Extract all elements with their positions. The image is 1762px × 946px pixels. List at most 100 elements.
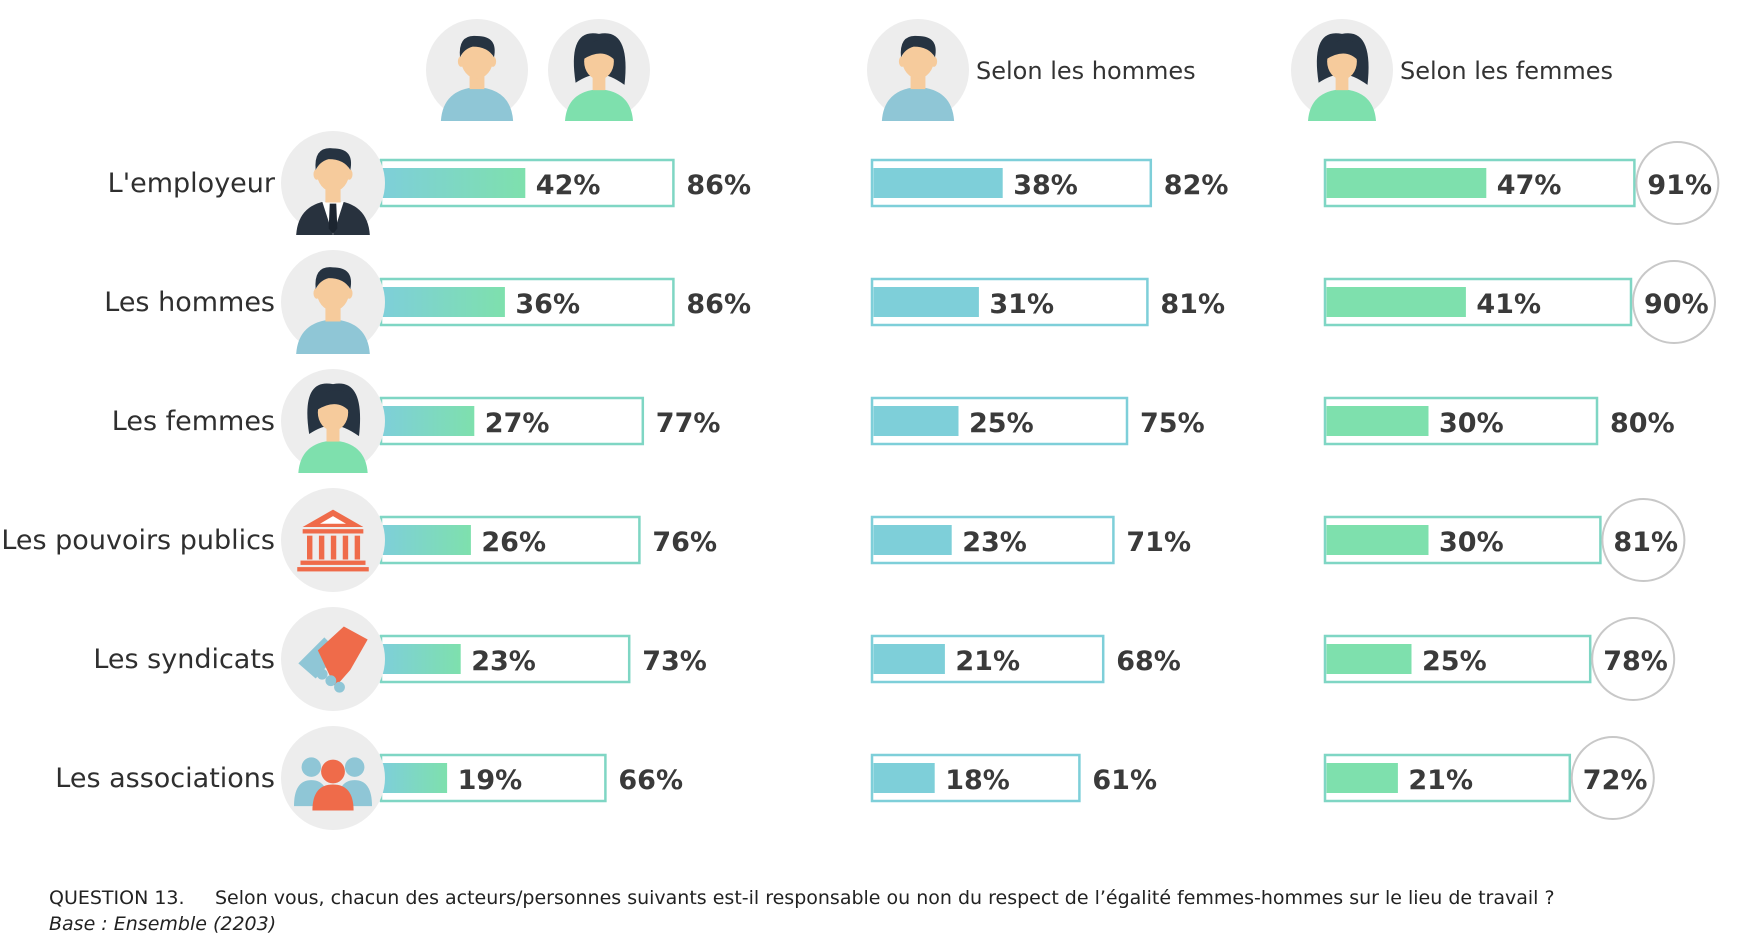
face-shape bbox=[461, 40, 493, 79]
total-value-label: 86% bbox=[686, 289, 751, 320]
tie-shape bbox=[328, 203, 338, 234]
inner-bar bbox=[382, 763, 448, 793]
finger-shape bbox=[334, 681, 345, 693]
column-shape bbox=[354, 535, 361, 560]
inner-bar bbox=[1326, 287, 1466, 317]
total-value-label: 91% bbox=[1647, 170, 1712, 201]
total-value-label: 72% bbox=[1583, 765, 1648, 796]
ear-shape bbox=[457, 56, 465, 67]
inner-bar bbox=[1326, 644, 1412, 674]
highlight-circle bbox=[1601, 498, 1686, 582]
right-hand-shape bbox=[317, 626, 368, 688]
ear-shape bbox=[346, 168, 353, 180]
inner-bar bbox=[1326, 763, 1398, 793]
total-value-label: 90% bbox=[1644, 289, 1709, 320]
question-line: QUESTION 13. Selon vous, chacun des acteu… bbox=[49, 887, 1555, 909]
hair-shape bbox=[900, 35, 936, 58]
category-row: L'employeur 42% 86% 38% 82% 47% 91% bbox=[108, 131, 1720, 235]
inner-bar bbox=[873, 168, 1003, 198]
category-label: L'employeur bbox=[108, 168, 276, 199]
category-label: Les syndicats bbox=[93, 644, 275, 675]
total-value-label: 82% bbox=[1164, 170, 1229, 201]
inner-value-label: 27% bbox=[485, 408, 550, 439]
inner-bar bbox=[382, 168, 526, 198]
inner-value-label: 30% bbox=[1439, 527, 1504, 558]
column-shape bbox=[307, 535, 313, 560]
hair-front-shape bbox=[1326, 39, 1360, 62]
inner-bar bbox=[382, 644, 461, 674]
total-value-label: 71% bbox=[1126, 527, 1191, 558]
person-head-shape bbox=[344, 757, 365, 777]
total-value-label: 66% bbox=[618, 765, 683, 796]
hair-shape bbox=[315, 267, 352, 289]
category-row: Les pouvoirs publics 26% 76% 23% 71% 30% 81% bbox=[1, 488, 1686, 592]
group-icon bbox=[281, 726, 385, 830]
inner-bar bbox=[382, 525, 471, 555]
body-shape bbox=[1308, 89, 1376, 121]
total-value-label: 75% bbox=[1140, 408, 1205, 439]
total-value-label: 76% bbox=[652, 527, 717, 558]
businessman-icon bbox=[281, 131, 385, 235]
inner-value-label: 42% bbox=[536, 170, 601, 201]
ear-shape bbox=[313, 287, 320, 299]
government-building-icon bbox=[281, 488, 385, 592]
inner-value-label: 47% bbox=[1497, 170, 1562, 201]
inner-value-label: 19% bbox=[458, 765, 523, 796]
entablature-shape bbox=[302, 529, 364, 534]
series-title: Selon les femmes bbox=[1400, 57, 1613, 85]
inner-bar bbox=[873, 406, 959, 436]
man-icon bbox=[281, 250, 385, 354]
series-title: Selon les hommes bbox=[976, 57, 1196, 85]
inner-value-label: 26% bbox=[481, 527, 546, 558]
inner-value-label: 25% bbox=[969, 408, 1034, 439]
inner-value-label: 38% bbox=[1013, 170, 1078, 201]
handshake-icon bbox=[281, 607, 385, 711]
total-bar bbox=[379, 515, 641, 565]
inner-bar bbox=[873, 525, 952, 555]
woman-icon bbox=[548, 19, 650, 121]
inner-bar bbox=[1326, 168, 1487, 198]
base-shape bbox=[300, 560, 366, 565]
ear-shape bbox=[313, 168, 320, 180]
hair-front-shape bbox=[583, 39, 617, 62]
category-label: Les pouvoirs publics bbox=[1, 525, 275, 556]
total-value-label: 86% bbox=[686, 170, 751, 201]
highlight-circle bbox=[1570, 736, 1655, 820]
ear-shape bbox=[489, 56, 497, 67]
inner-value-label: 30% bbox=[1439, 408, 1504, 439]
total-value-label: 61% bbox=[1092, 765, 1157, 796]
question-id: QUESTION 13. bbox=[49, 887, 185, 909]
column-shape bbox=[318, 535, 325, 560]
hair-shape bbox=[459, 35, 495, 58]
inner-bar bbox=[873, 644, 945, 674]
ear-shape bbox=[930, 56, 938, 67]
inner-bar bbox=[382, 287, 505, 317]
face-shape bbox=[316, 271, 350, 311]
inner-value-label: 36% bbox=[515, 289, 580, 320]
inner-bar bbox=[873, 287, 979, 317]
body-shape bbox=[296, 319, 370, 354]
highlight-circle bbox=[1635, 141, 1720, 225]
finger-shape bbox=[316, 668, 328, 680]
total-value-label: 78% bbox=[1603, 646, 1668, 677]
category-label: Les femmes bbox=[112, 406, 275, 437]
inner-value-label: 23% bbox=[962, 527, 1027, 558]
question-text: Selon vous, chacun des acteurs/personnes… bbox=[215, 887, 1555, 909]
face-shape bbox=[316, 152, 350, 192]
inner-value-label: 21% bbox=[955, 646, 1020, 677]
pediment-shape bbox=[320, 516, 346, 524]
face-shape bbox=[902, 40, 934, 79]
category-row: Les femmes 27% 77% 25% 75% 30% 80% bbox=[112, 369, 1675, 473]
inner-bar bbox=[1326, 525, 1429, 555]
total-value-label: 73% bbox=[642, 646, 707, 677]
base-shape bbox=[297, 567, 369, 572]
category-label: Les associations bbox=[55, 763, 275, 794]
chart-footer: QUESTION 13. Selon vous, chacun des acteu… bbox=[49, 887, 1555, 935]
woman-icon bbox=[1291, 19, 1393, 121]
base-note: Base : Ensemble (2203) bbox=[49, 913, 277, 935]
total-value-label: 80% bbox=[1610, 408, 1675, 439]
finger-shape bbox=[325, 675, 337, 687]
inner-bar bbox=[873, 763, 935, 793]
hair-shape bbox=[315, 148, 352, 170]
body-shape bbox=[881, 87, 955, 121]
